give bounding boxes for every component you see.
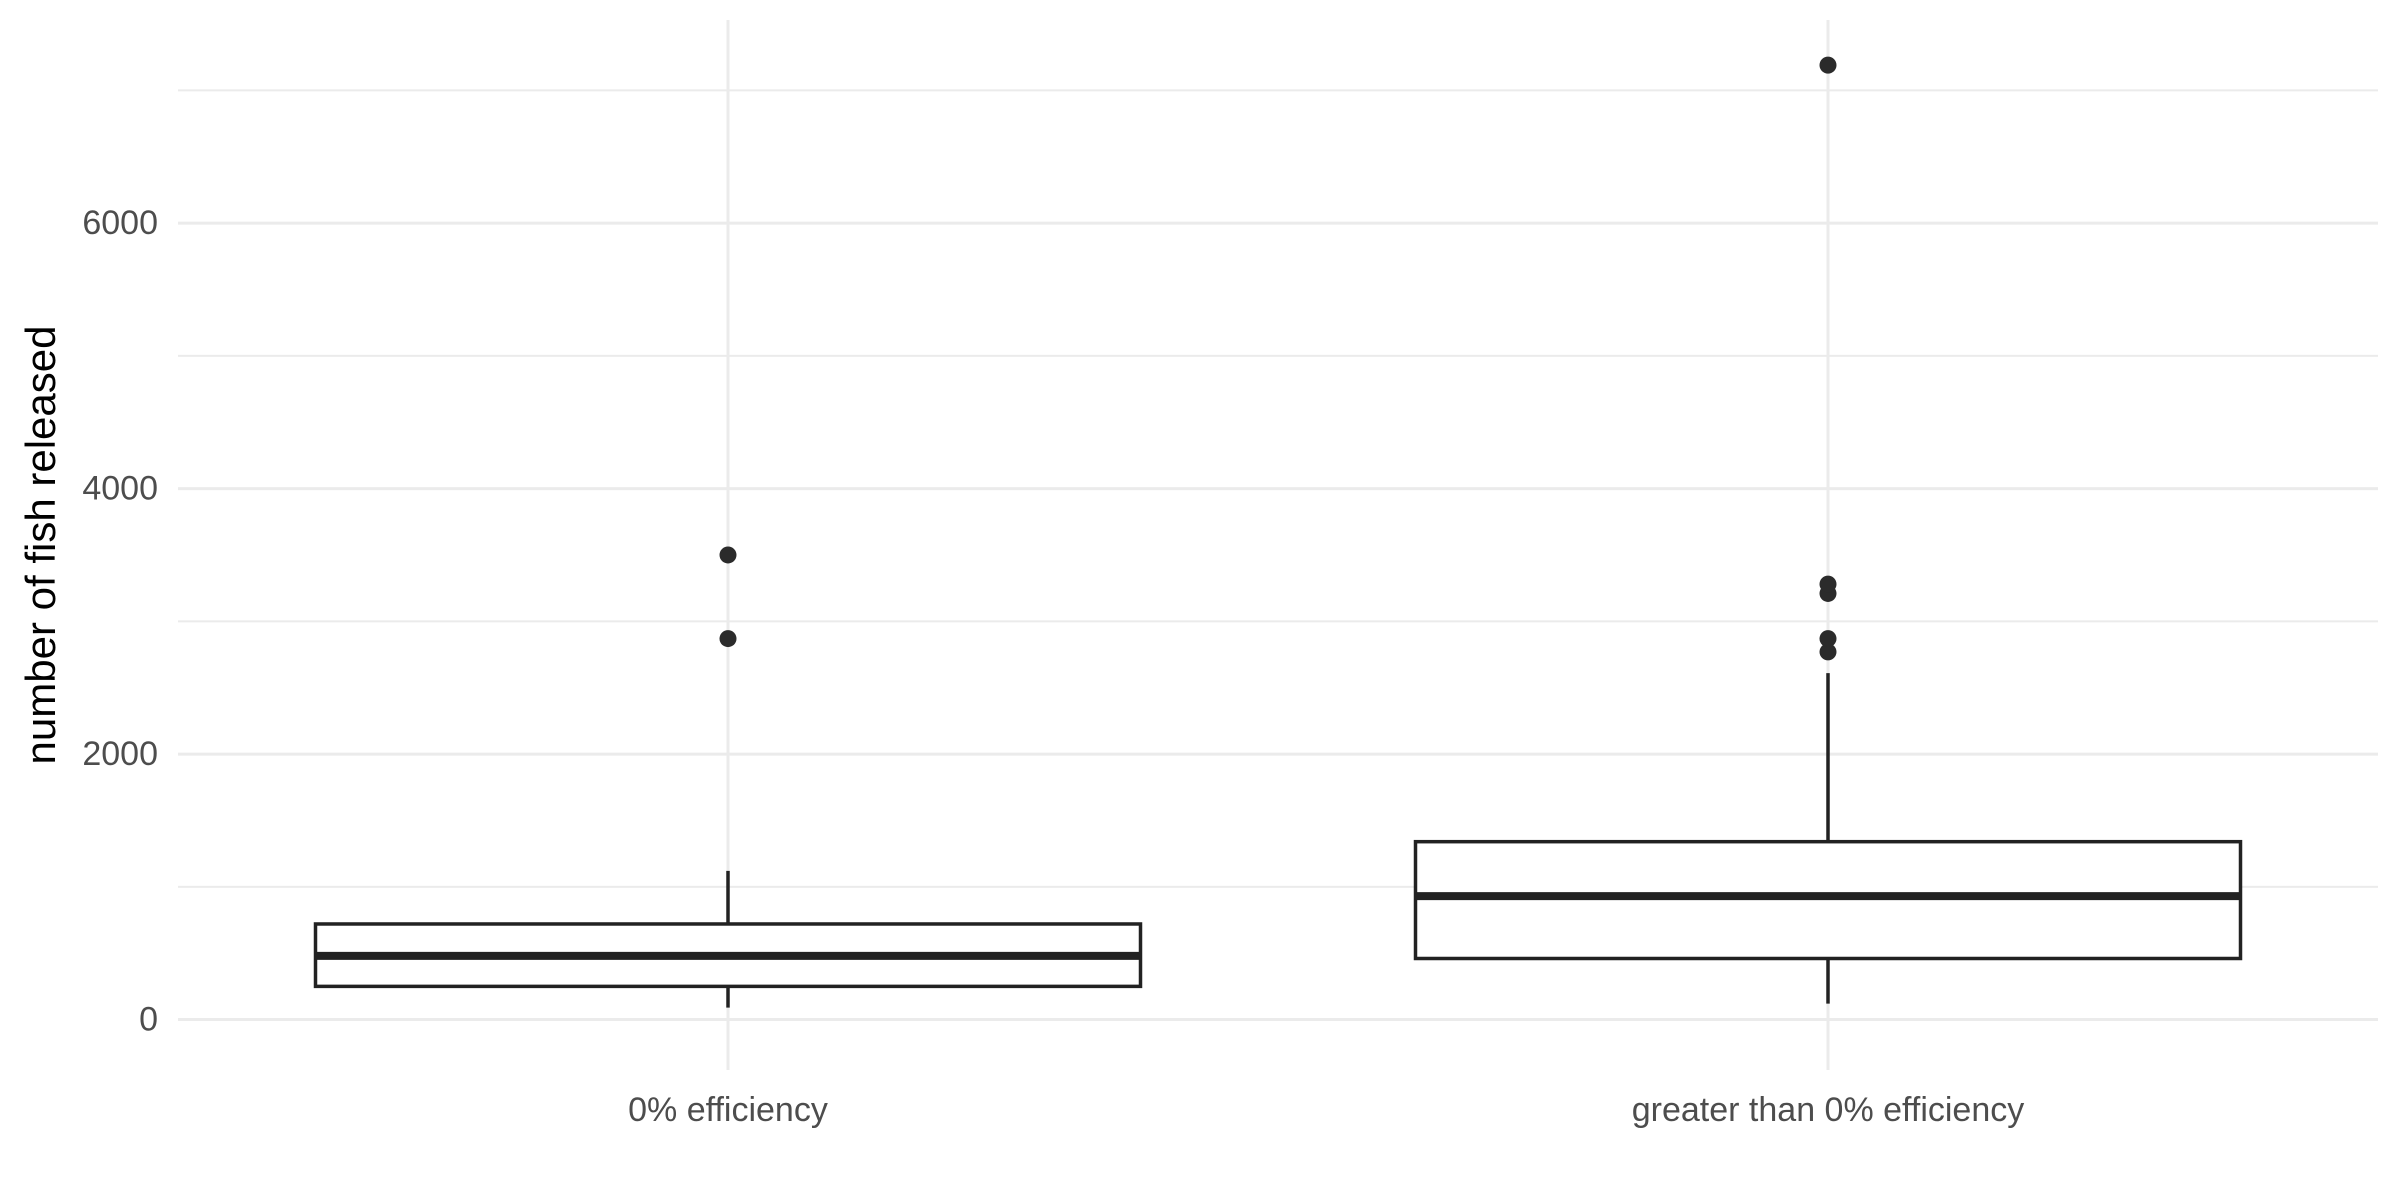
marks-layer xyxy=(313,56,2243,1008)
outlier-point xyxy=(1819,630,1837,648)
outlier-point xyxy=(1819,575,1837,593)
outlier-point xyxy=(719,546,737,564)
x-tick-label: greater than 0% efficiency xyxy=(1632,1091,2025,1129)
y-tick-label: 4000 xyxy=(82,470,158,508)
outlier-point xyxy=(1819,643,1837,661)
y-tick-label: 2000 xyxy=(82,735,158,773)
box-group xyxy=(313,546,1143,1008)
y-tick-label: 6000 xyxy=(82,204,158,242)
outlier-point xyxy=(719,630,737,648)
outlier-point xyxy=(1819,56,1837,74)
box-group xyxy=(1413,56,2243,1004)
labels-layer: number of fish released 0 2000 4000 6000 0% … xyxy=(17,204,2024,1129)
y-axis-title: number of fish released xyxy=(17,326,64,765)
y-tick-label: 0 xyxy=(139,1001,158,1039)
x-tick-label: 0% efficiency xyxy=(628,1091,828,1129)
